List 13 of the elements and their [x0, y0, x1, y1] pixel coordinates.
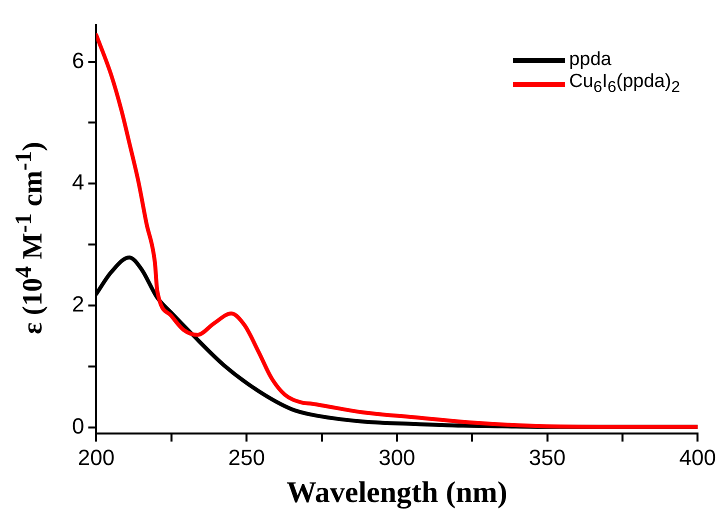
- x-tick-label: 200: [78, 444, 115, 470]
- legend-label: ppda: [569, 49, 612, 71]
- y-tick-label: 4: [72, 170, 84, 195]
- x-axis-title: Wavelength (nm): [286, 476, 508, 509]
- y-tick-label: 2: [72, 292, 84, 317]
- x-tick-label: 300: [378, 444, 416, 470]
- line-series: [96, 32, 698, 429]
- y-tick-label: 6: [72, 48, 84, 73]
- x-tick-label: 250: [228, 444, 265, 470]
- legend-label: Cu$_{6}$I$_{6}$(ppda)$_{2}$: [569, 71, 680, 97]
- y-tick-label: 0: [72, 414, 84, 439]
- x-tick-label: 400: [679, 444, 716, 470]
- x-tick-label: 350: [528, 444, 566, 470]
